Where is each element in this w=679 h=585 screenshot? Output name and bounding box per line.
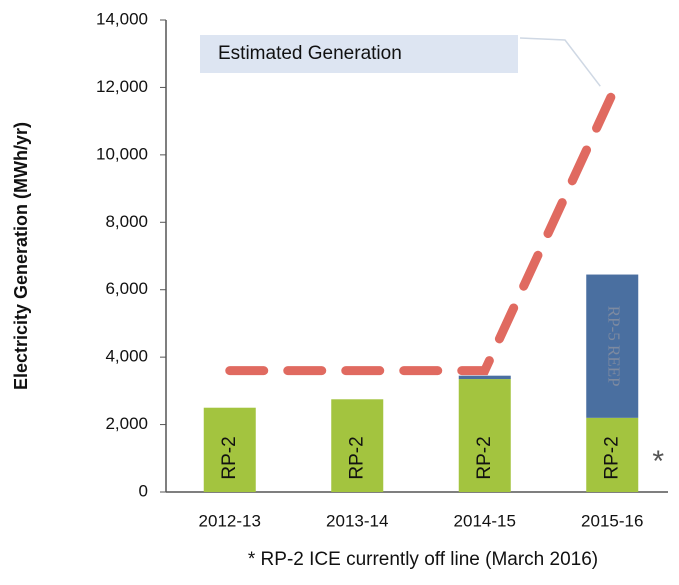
y-tick-label: 2,000 [105,414,148,433]
footnote: * RP-2 ICE currently off line (March 201… [248,549,598,570]
bar-segment [586,274,639,418]
x-tick-label: 2013-14 [326,511,388,530]
bar-label: RP-2 [346,436,367,479]
bar-label: RP-2 [474,436,495,479]
bar-segment [458,379,511,492]
y-tick-label: 14,000 [96,9,148,28]
bar-label: RP-2 [219,436,240,479]
y-tick-label: 10,000 [96,144,148,163]
y-tick-label: 8,000 [105,212,148,231]
bar-segment [586,417,639,492]
annotation-text: Estimated Generation [218,43,402,64]
bar-segment [203,407,256,492]
y-tick-label: 0 [139,481,148,500]
x-tick-label: 2012-13 [199,511,261,530]
bar-label: RP-5 REEP [604,306,623,387]
x-tick-label: 2014-15 [454,511,516,530]
leader-line [519,37,601,87]
bar-segment [331,399,384,492]
y-tick-label: 12,000 [96,77,148,96]
bar-label: RP-2 [601,436,622,479]
estimate-line [225,89,617,376]
y-tick-label: 4,000 [105,347,148,366]
asterisk: * [652,445,664,478]
bar-segment [458,375,511,380]
x-tick-label: 2015-16 [581,511,643,530]
annotation-box [200,35,518,73]
y-tick-label: 6,000 [105,279,148,298]
y-axis-label: Electricity Generation (MWh/yr) [11,122,31,390]
